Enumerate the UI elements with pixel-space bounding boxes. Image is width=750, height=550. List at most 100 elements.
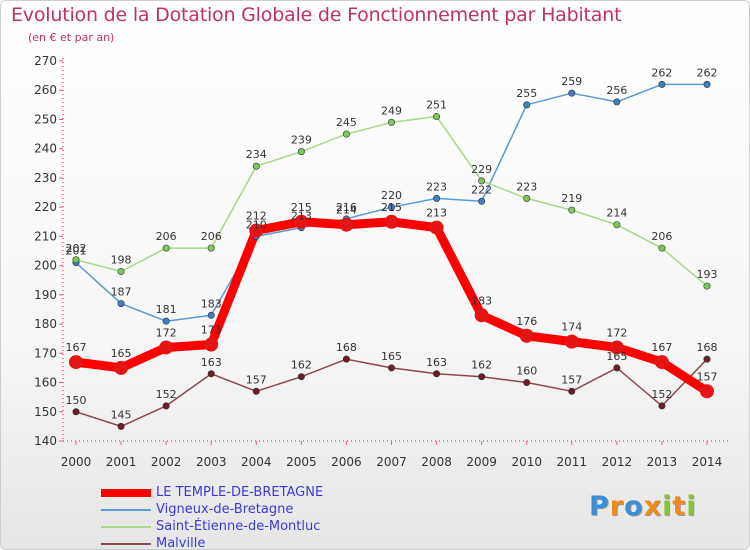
- data-point: [204, 337, 219, 352]
- x-tick-label: 2010: [511, 455, 542, 469]
- x-tick-label: 2005: [286, 455, 317, 469]
- data-point: [474, 308, 489, 323]
- data-point: [72, 256, 80, 264]
- data-point: [342, 130, 350, 138]
- data-label: 239: [291, 134, 312, 147]
- data-label: 163: [201, 356, 222, 369]
- y-tick-label: 230: [34, 171, 57, 185]
- logo-letter: i: [686, 491, 697, 522]
- data-label: 219: [561, 192, 582, 205]
- data-label: 215: [291, 201, 312, 214]
- chart-title: Evolution de la Dotation Globale de Fonc…: [11, 4, 622, 26]
- data-point: [703, 282, 711, 290]
- y-tick-label: 210: [34, 229, 57, 243]
- data-label: 168: [697, 341, 718, 354]
- data-point: [114, 360, 129, 375]
- data-label: 215: [381, 201, 402, 214]
- data-label: 165: [381, 350, 402, 363]
- data-point: [387, 203, 395, 211]
- data-point: [478, 197, 486, 205]
- x-tick-label: 2006: [331, 455, 362, 469]
- y-tick-label: 140: [34, 434, 57, 448]
- data-point: [433, 194, 441, 202]
- data-label: 220: [381, 189, 402, 202]
- data-point: [564, 334, 579, 349]
- data-point: [117, 300, 125, 308]
- y-tick-label: 270: [34, 54, 57, 68]
- data-label: 157: [246, 373, 267, 386]
- data-label: 172: [156, 326, 177, 339]
- data-label: 183: [471, 294, 492, 307]
- y-tick-label: 150: [34, 405, 57, 419]
- data-label: 251: [426, 99, 447, 112]
- data-label: 198: [111, 253, 132, 266]
- data-point: [429, 220, 444, 235]
- legend-label: Malville: [156, 536, 206, 550]
- data-point: [69, 355, 83, 370]
- x-tick-label: 2000: [61, 455, 92, 469]
- data-point: [613, 98, 621, 106]
- data-point: [478, 373, 486, 381]
- data-point: [249, 223, 264, 238]
- data-point: [658, 402, 666, 410]
- x-tick-label: 2014: [692, 455, 723, 469]
- y-tick-label: 250: [34, 112, 57, 126]
- data-point: [523, 379, 531, 387]
- data-point: [207, 311, 215, 319]
- data-point: [294, 214, 309, 229]
- logo-letter: P: [589, 491, 610, 522]
- y-tick-label: 160: [34, 376, 57, 390]
- data-label: 223: [516, 180, 537, 193]
- data-point: [162, 317, 170, 325]
- data-point: [433, 370, 441, 378]
- legend-swatch: [101, 509, 151, 511]
- data-label: 152: [156, 388, 177, 401]
- data-label: 212: [246, 210, 267, 223]
- data-label: 202: [66, 242, 87, 255]
- data-label: 249: [381, 104, 402, 117]
- data-label: 256: [606, 84, 627, 97]
- data-label: 255: [516, 87, 537, 100]
- data-label: 229: [471, 163, 492, 176]
- legend-swatch: [101, 489, 151, 497]
- data-label: 206: [651, 230, 672, 243]
- data-point: [297, 373, 305, 381]
- data-label: 213: [291, 210, 312, 223]
- data-label: 187: [111, 286, 132, 299]
- data-point: [523, 194, 531, 202]
- data-label: 201: [66, 245, 87, 258]
- data-point: [700, 384, 714, 399]
- data-label: 234: [246, 148, 267, 161]
- data-point: [478, 177, 486, 185]
- data-label: 245: [336, 116, 357, 129]
- data-point: [613, 221, 621, 229]
- data-label: 157: [697, 370, 718, 383]
- logo-letter: t: [672, 491, 687, 522]
- data-point: [433, 113, 441, 121]
- x-tick-label: 2002: [151, 455, 182, 469]
- data-point: [72, 408, 80, 416]
- data-label: 181: [156, 303, 177, 316]
- data-label: 206: [156, 230, 177, 243]
- y-tick-label: 240: [34, 142, 57, 156]
- data-label: 173: [201, 324, 222, 337]
- x-tick-label: 2008: [421, 455, 452, 469]
- data-label: 168: [336, 341, 357, 354]
- x-tick-label: 2001: [106, 455, 137, 469]
- logo-letter: r: [609, 491, 625, 522]
- data-point: [568, 206, 576, 214]
- data-label: 210: [246, 218, 267, 231]
- y-tick-label: 170: [34, 346, 57, 360]
- data-point: [162, 402, 170, 410]
- data-label: 165: [111, 347, 132, 360]
- data-label: 145: [111, 408, 132, 421]
- data-point: [613, 364, 621, 372]
- data-label: 193: [697, 268, 718, 281]
- data-label: 160: [516, 365, 537, 378]
- data-label: 163: [426, 356, 447, 369]
- data-label: 262: [651, 66, 672, 79]
- legend-label: Saint-Étienne-de-Montluc: [156, 519, 321, 534]
- data-point: [162, 244, 170, 252]
- data-point: [207, 370, 215, 378]
